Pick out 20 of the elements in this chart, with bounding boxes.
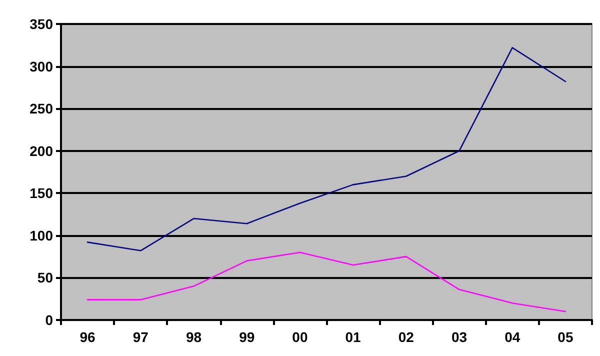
line-series bbox=[86, 47, 566, 252]
line-series bbox=[86, 252, 566, 312]
y-tick-label: 100 bbox=[30, 227, 54, 244]
y-tick-label: 50 bbox=[37, 270, 54, 286]
y-tick-label: 0 bbox=[45, 312, 54, 328]
x-tick-label: 02 bbox=[398, 329, 414, 345]
x-tick-label: 01 bbox=[345, 329, 362, 345]
x-tick-label: 00 bbox=[292, 329, 308, 345]
y-tick-label: 350 bbox=[30, 16, 54, 32]
y-tick-label: 200 bbox=[30, 142, 54, 159]
x-tick-label: 03 bbox=[451, 329, 468, 345]
y-tick-label: 150 bbox=[30, 185, 54, 202]
x-tick-label: 05 bbox=[558, 329, 574, 345]
x-tick-label: 96 bbox=[80, 329, 96, 345]
x-tick-label: 04 bbox=[504, 329, 520, 345]
x-tick-label: 98 bbox=[186, 329, 202, 345]
x-tick-label: 97 bbox=[132, 329, 149, 345]
x-tick-label: 99 bbox=[239, 329, 255, 345]
y-tick-label: 250 bbox=[30, 100, 54, 117]
y-tick-label: 300 bbox=[30, 58, 54, 74]
